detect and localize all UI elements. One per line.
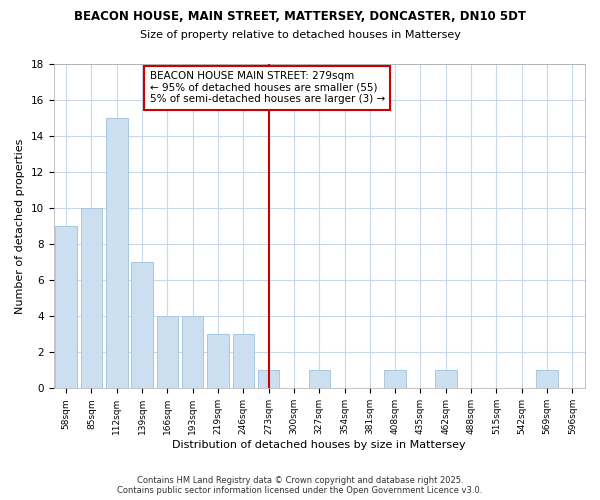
Bar: [536, 370, 558, 388]
Text: Contains HM Land Registry data © Crown copyright and database right 2025.
Contai: Contains HM Land Registry data © Crown c…: [118, 476, 482, 495]
Bar: [207, 334, 229, 388]
Bar: [157, 316, 178, 388]
Bar: [182, 316, 203, 388]
Bar: [435, 370, 457, 388]
Text: BEACON HOUSE MAIN STREET: 279sqm
← 95% of detached houses are smaller (55)
5% of: BEACON HOUSE MAIN STREET: 279sqm ← 95% o…: [149, 71, 385, 104]
Bar: [233, 334, 254, 388]
Text: Size of property relative to detached houses in Mattersey: Size of property relative to detached ho…: [140, 30, 460, 40]
Bar: [81, 208, 102, 388]
Bar: [258, 370, 280, 388]
Text: BEACON HOUSE, MAIN STREET, MATTERSEY, DONCASTER, DN10 5DT: BEACON HOUSE, MAIN STREET, MATTERSEY, DO…: [74, 10, 526, 23]
Bar: [385, 370, 406, 388]
Bar: [55, 226, 77, 388]
Y-axis label: Number of detached properties: Number of detached properties: [15, 138, 25, 314]
X-axis label: Distribution of detached houses by size in Mattersey: Distribution of detached houses by size …: [172, 440, 466, 450]
Bar: [131, 262, 153, 388]
Bar: [106, 118, 128, 388]
Bar: [308, 370, 330, 388]
